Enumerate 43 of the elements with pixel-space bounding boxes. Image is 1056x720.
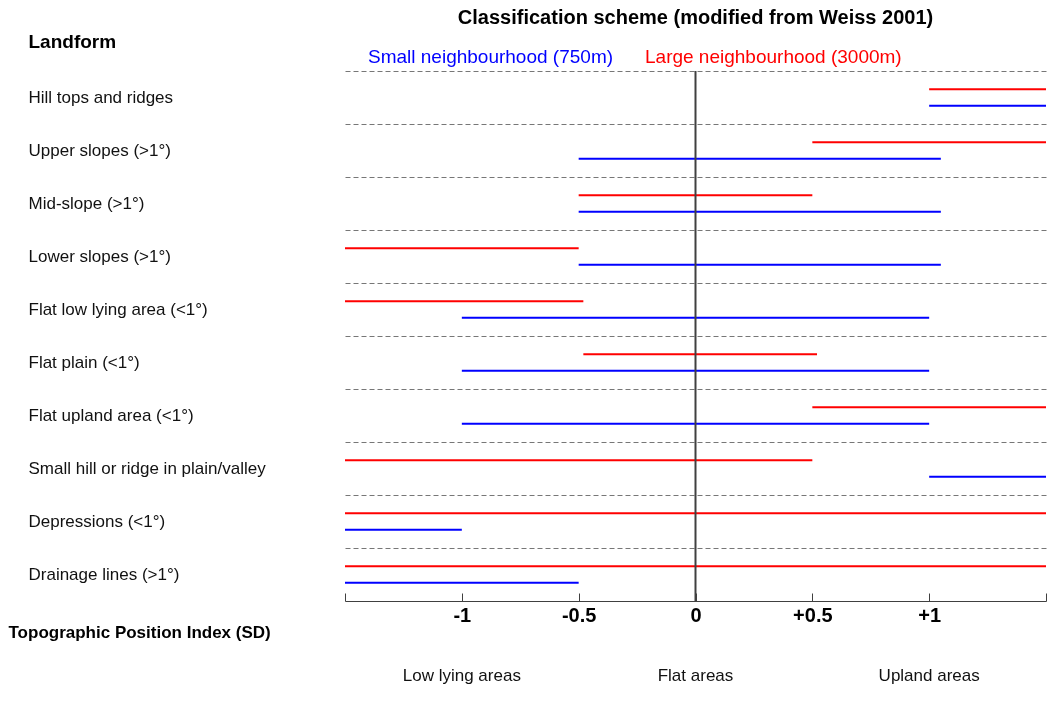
text: Upland areas — [878, 666, 980, 685]
bar — [812, 406, 1046, 409]
bar — [583, 353, 818, 356]
series-label: Large neighbourhood (3000m) — [645, 45, 902, 67]
text: Small neighbourhood (750m) — [368, 45, 614, 67]
bar — [578, 194, 813, 197]
bar — [461, 422, 930, 425]
y-axis-title: Landform — [28, 30, 117, 52]
bar — [929, 104, 1046, 107]
y-tick-label: Flat plain (<1°) — [28, 352, 140, 372]
y-tick-label: Flat low lying area (<1°) — [28, 299, 208, 319]
x-tick-label: -1 — [453, 603, 472, 626]
chart-title: Classification scheme (modified from Weiss 2001) — [457, 6, 934, 28]
x-tick-label: 0 — [690, 603, 702, 626]
bar — [929, 88, 1046, 91]
y-tick-label: Small hill or ridge in plain/valley — [28, 458, 267, 478]
bar — [345, 459, 813, 462]
x-tick-label: +1 — [918, 603, 942, 626]
bar — [345, 512, 1046, 515]
y-tick-label: Depressions (<1°) — [28, 511, 166, 531]
bar — [461, 369, 930, 372]
bar — [345, 565, 1046, 568]
bar — [345, 247, 579, 250]
x-tick-label: +0.5 — [793, 603, 833, 626]
y-tick-label: Lower slopes (>1°) — [28, 246, 171, 266]
y-tick-label: Flat upland area (<1°) — [28, 405, 194, 425]
text: Low lying areas — [402, 666, 521, 685]
text: Flat areas — [657, 666, 734, 685]
y-tick-label: Hill tops and ridges — [28, 87, 174, 107]
bar — [578, 210, 941, 213]
bar — [345, 581, 579, 584]
bar — [461, 316, 930, 319]
bar — [578, 157, 941, 160]
bar — [929, 475, 1046, 478]
x-tick-label: -0.5 — [561, 603, 597, 626]
bar — [345, 528, 462, 531]
y-tick-label: Mid-slope (>1°) — [28, 193, 145, 213]
x-axis-title: Topographic Position Index (SD) — [8, 622, 271, 642]
y-tick-label: Upper slopes (>1°) — [28, 140, 171, 160]
y-tick-label: Drainage lines (>1°) — [28, 564, 180, 584]
bar — [345, 300, 584, 303]
bar — [812, 141, 1046, 144]
bar — [578, 263, 941, 266]
